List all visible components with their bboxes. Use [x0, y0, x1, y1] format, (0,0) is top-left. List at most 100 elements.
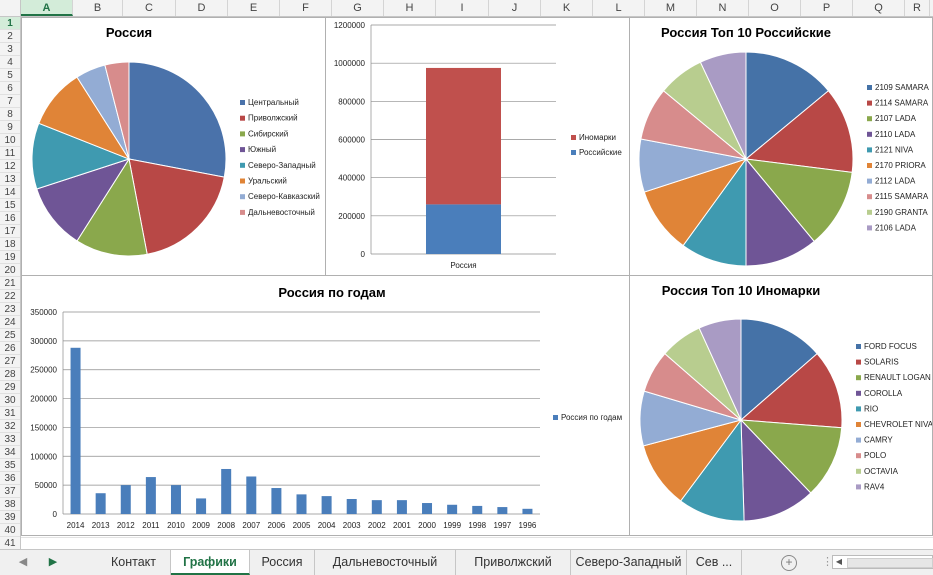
row-header-12[interactable]: 12 [0, 160, 20, 173]
bar-2000[interactable] [422, 503, 433, 514]
bar-2013[interactable] [95, 493, 106, 514]
row-header-24[interactable]: 24 [0, 316, 20, 329]
pie-slice-6[interactable] [642, 419, 743, 502]
column-header-N[interactable]: N [697, 0, 749, 16]
column-header-F[interactable]: F [280, 0, 332, 16]
bar-1998[interactable] [472, 505, 483, 514]
bar-segment-1[interactable] [426, 204, 501, 254]
pie-slice-2[interactable] [128, 158, 225, 255]
column-header-A[interactable]: A [21, 0, 73, 16]
row-header-10[interactable]: 10 [0, 134, 20, 147]
column-header-R[interactable]: R [905, 0, 930, 16]
row-header-40[interactable]: 40 [0, 524, 20, 537]
row-header-14[interactable]: 14 [0, 186, 20, 199]
chart-russia-stacked-bar[interactable]: 0 200000 400000 600000 800000 1000000 1200000 Р… [325, 17, 630, 276]
column-header-D[interactable]: D [176, 0, 228, 16]
chart-russia-by-year-bar[interactable]: Россия по годам 0 50000 100000 150000 200000 2… [21, 275, 630, 536]
row-header-8[interactable]: 8 [0, 108, 20, 121]
bar-2014[interactable] [70, 347, 81, 514]
column-header-P[interactable]: P [801, 0, 853, 16]
bar-2011[interactable] [145, 477, 156, 514]
row-header-20[interactable]: 20 [0, 264, 20, 277]
bar-2001[interactable] [396, 500, 407, 514]
row-header-2[interactable]: 2 [0, 30, 20, 43]
pie-slice-1[interactable] [740, 318, 818, 422]
bar-2006[interactable] [271, 488, 282, 514]
bar-1997[interactable] [497, 507, 508, 514]
row-header-7[interactable]: 7 [0, 95, 20, 108]
row-header-29[interactable]: 29 [0, 381, 20, 394]
row-header-17[interactable]: 17 [0, 225, 20, 238]
row-header-6[interactable]: 6 [0, 82, 20, 95]
row-header-33[interactable]: 33 [0, 433, 20, 446]
pie-slice-2[interactable] [739, 352, 843, 429]
sheet-tab-2[interactable]: Графики [171, 550, 250, 575]
column-header-G[interactable]: G [332, 0, 384, 16]
row-header-23[interactable]: 23 [0, 303, 20, 316]
column-header-E[interactable]: E [228, 0, 280, 16]
scroll-left-icon[interactable]: ◀ [835, 557, 843, 566]
row-header-15[interactable]: 15 [0, 199, 20, 212]
chart-russia-top10-foreign-pie[interactable]: Россия Топ 10 Иномарки FORD FOCUS SOLARIS R… [629, 275, 933, 536]
bar-2005[interactable] [296, 494, 307, 514]
pie-slice-5[interactable] [31, 122, 131, 190]
bar-2010[interactable] [170, 485, 181, 514]
row-header-38[interactable]: 38 [0, 498, 20, 511]
row-header-1[interactable]: 1 [0, 17, 20, 30]
sheet-tab-3[interactable]: Россия [250, 550, 315, 575]
pie-slice-8[interactable] [104, 61, 130, 160]
bar-2012[interactable] [120, 485, 131, 514]
column-header-I[interactable]: I [436, 0, 489, 16]
row-header-9[interactable]: 9 [0, 121, 20, 134]
row-header-4[interactable]: 4 [0, 56, 20, 69]
row-header-13[interactable]: 13 [0, 173, 20, 186]
bar-1996[interactable] [522, 508, 533, 514]
column-header-M[interactable]: M [645, 0, 697, 16]
pie-slice-10[interactable] [698, 318, 742, 421]
pie-slice-3[interactable] [76, 157, 148, 257]
row-header-41[interactable]: 41 [0, 537, 20, 549]
row-header-19[interactable]: 19 [0, 251, 20, 264]
chart-russia-regions-pie[interactable]: Россия Центральный Приволжский Сибирский Южн… [21, 17, 326, 276]
row-header-21[interactable]: 21 [0, 277, 20, 290]
row-header-27[interactable]: 27 [0, 355, 20, 368]
bar-2004[interactable] [321, 496, 332, 514]
scrollbar-thumb[interactable] [847, 558, 933, 568]
bar-2009[interactable] [196, 498, 207, 514]
bar-segment-2[interactable] [426, 67, 501, 205]
bar-1999[interactable] [447, 504, 458, 514]
pie-slice-3[interactable] [739, 419, 843, 494]
row-header-11[interactable]: 11 [0, 147, 20, 160]
row-header-26[interactable]: 26 [0, 342, 20, 355]
column-header-K[interactable]: K [541, 0, 593, 16]
row-header-34[interactable]: 34 [0, 446, 20, 459]
column-header-O[interactable]: O [749, 0, 801, 16]
row-header-22[interactable]: 22 [0, 290, 20, 303]
sheet-tab-7[interactable]: Сев ... [687, 550, 742, 575]
column-header-L[interactable]: L [593, 0, 645, 16]
pie-slice-5[interactable] [679, 418, 745, 522]
bar-2002[interactable] [371, 500, 382, 514]
select-all-corner[interactable] [0, 0, 21, 16]
row-header-31[interactable]: 31 [0, 407, 20, 420]
sheet-tab-4[interactable]: Дальневосточный [315, 550, 456, 575]
bar-2007[interactable] [246, 476, 257, 514]
pie-slice-1[interactable] [745, 51, 830, 161]
sheet-tab-1[interactable]: Контакт [97, 550, 171, 575]
row-header-36[interactable]: 36 [0, 472, 20, 485]
row-header-28[interactable]: 28 [0, 368, 20, 381]
next-sheet-icon[interactable]: ▶ [48, 556, 58, 568]
column-header-Q[interactable]: Q [853, 0, 905, 16]
bar-2003[interactable] [346, 498, 357, 514]
row-header-3[interactable]: 3 [0, 43, 20, 56]
chart-russia-top10-domestic-pie[interactable]: Россия Топ 10 Российские 2109 SAMARA 2114 … [629, 17, 933, 276]
pie-slice-3[interactable] [744, 158, 853, 243]
pie-slice-4[interactable] [740, 418, 812, 522]
pie-slice-4[interactable] [36, 158, 131, 242]
pie-slice-1[interactable] [128, 61, 227, 178]
row-header-25[interactable]: 25 [0, 329, 20, 342]
sheet-tab-5[interactable]: Приволжский [456, 550, 571, 575]
row-header-39[interactable]: 39 [0, 511, 20, 524]
column-header-H[interactable]: H [384, 0, 436, 16]
column-header-B[interactable]: B [73, 0, 123, 16]
